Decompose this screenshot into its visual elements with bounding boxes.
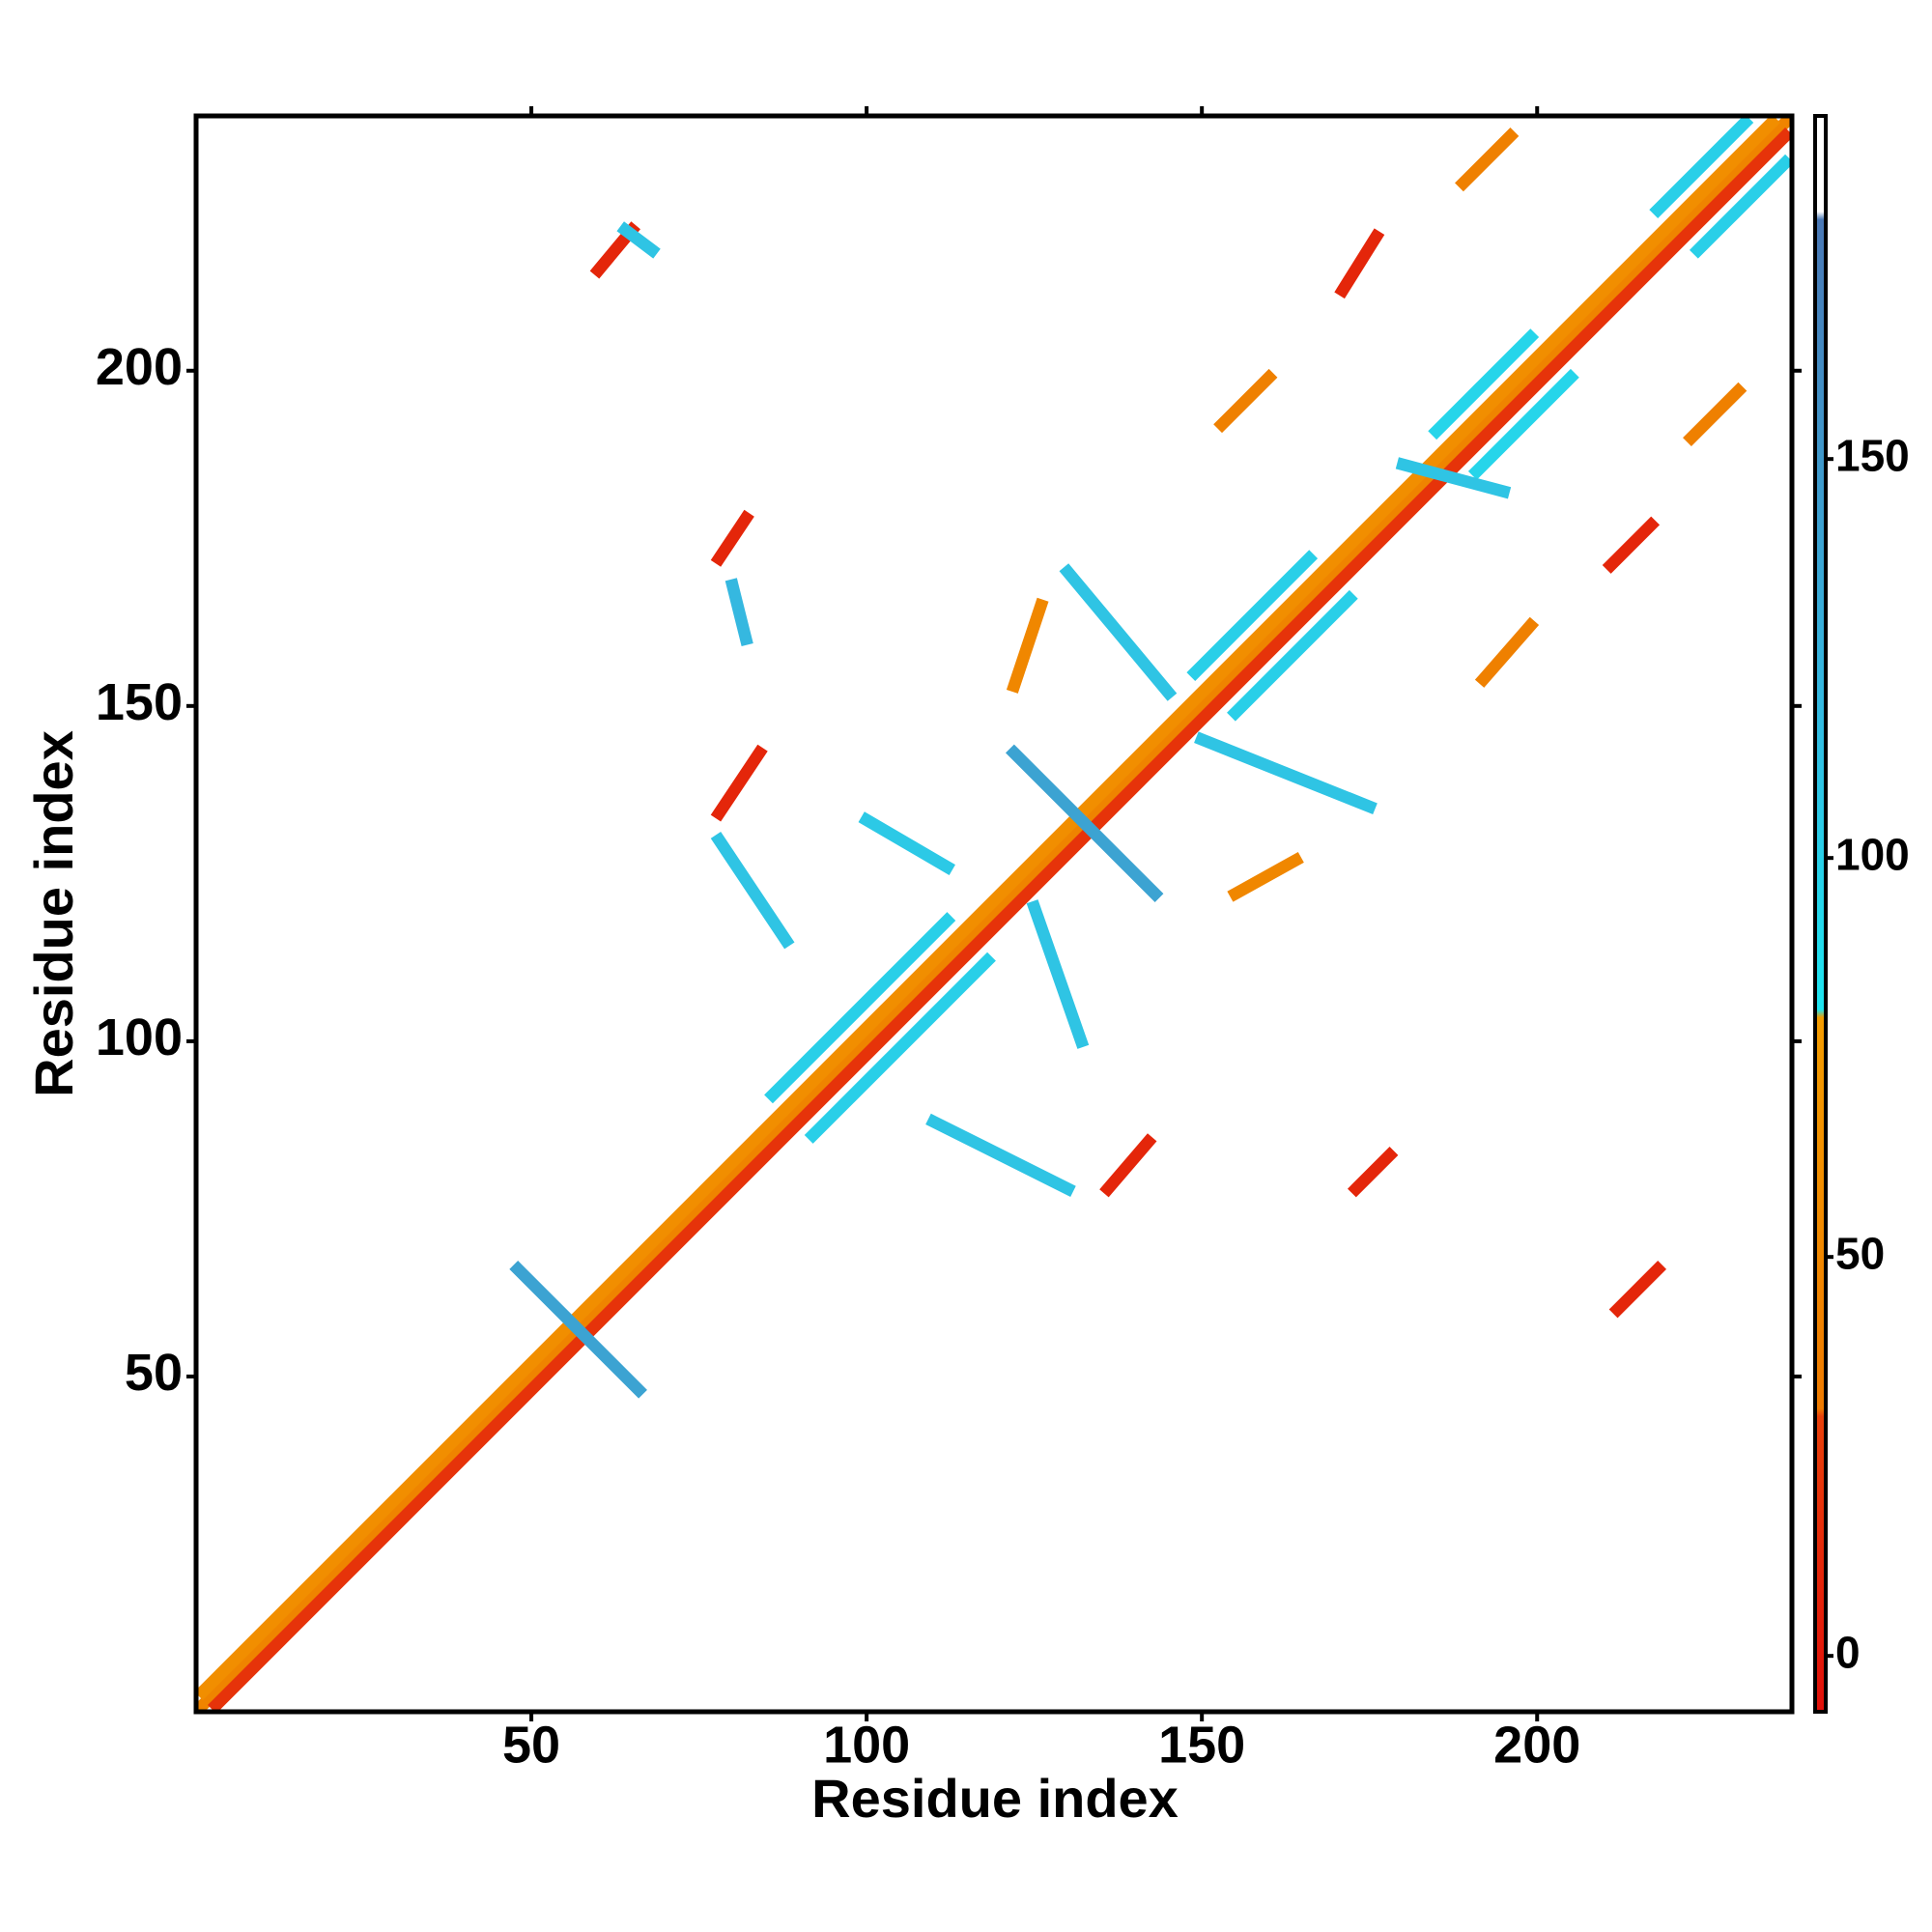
x-tick-label: 50	[502, 1716, 560, 1774]
contact-streak	[710, 744, 768, 822]
contact-streak	[509, 1261, 647, 1399]
contact-streak	[1334, 228, 1385, 299]
contact-streak	[1227, 851, 1304, 902]
contact-streak	[858, 811, 955, 875]
contact-streak	[1474, 616, 1540, 688]
contact-streak	[1347, 1147, 1399, 1198]
contact-streak	[764, 912, 956, 1104]
colorbar-tick-label: 100	[1835, 829, 1910, 879]
y-axis-label: Residue index	[23, 730, 84, 1097]
y-tick-label: 100	[96, 1009, 183, 1066]
contact-streak	[1227, 589, 1358, 722]
contact-streak	[1428, 328, 1540, 440]
contact-streak	[1689, 154, 1794, 259]
colorbar	[1813, 114, 1828, 1714]
x-tick-label: 200	[1493, 1716, 1580, 1774]
contact-streak	[925, 1113, 1076, 1197]
contact-streak	[724, 578, 753, 646]
contact-streak	[1006, 597, 1049, 694]
contact-streak	[1186, 550, 1319, 681]
y-tick-label: 200	[96, 338, 183, 396]
colorbar-tick-label: 50	[1835, 1228, 1885, 1278]
contact-streak	[207, 127, 1794, 1714]
contact-streak	[194, 114, 1794, 1714]
contact-streak	[710, 831, 795, 950]
plot-frame	[193, 113, 1795, 1715]
contact-streak	[1683, 382, 1747, 447]
contact-streak	[616, 221, 661, 259]
y-tick-label: 150	[96, 673, 183, 731]
contact-streak	[1649, 114, 1754, 219]
contact-streak	[1005, 744, 1164, 903]
contact-streak	[804, 952, 996, 1144]
colorbar-tick-label: 0	[1835, 1627, 1861, 1677]
x-tick-label: 150	[1158, 1716, 1245, 1774]
contact-streak	[1026, 899, 1090, 1049]
contact-streak	[710, 509, 754, 567]
contact-streak	[1194, 731, 1378, 815]
contact-streak	[1608, 1261, 1667, 1319]
y-tick-label: 50	[125, 1344, 183, 1402]
colorbar-tick-label: 150	[1835, 430, 1910, 480]
x-tick-label: 100	[823, 1716, 910, 1774]
contact-streak	[1059, 563, 1178, 701]
contact-streak	[1099, 1133, 1157, 1198]
heatmap-cells	[194, 114, 1794, 1714]
contact-streak	[1213, 368, 1278, 434]
contact-streak	[194, 114, 1781, 1701]
contact-streak	[1602, 516, 1661, 574]
contact-streak	[1395, 457, 1512, 499]
contact-streak	[1455, 127, 1520, 192]
x-axis-label: Residue index	[811, 1768, 1179, 1829]
contact-streak	[1467, 368, 1579, 480]
